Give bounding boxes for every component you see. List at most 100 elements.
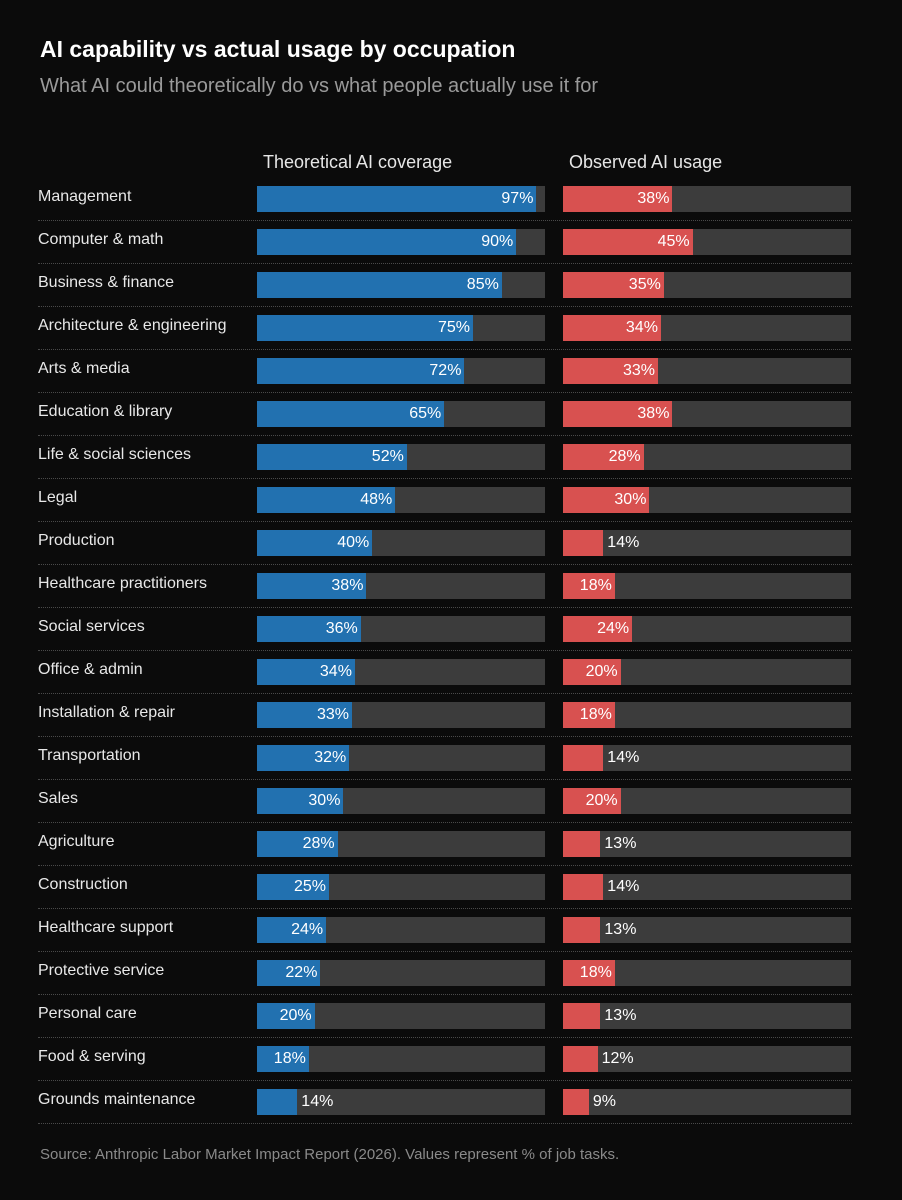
bar-track-observed: 30% bbox=[563, 487, 851, 513]
bar-theoretical bbox=[257, 1046, 309, 1072]
category-label: Business & finance bbox=[38, 274, 175, 291]
bar-observed bbox=[563, 702, 615, 728]
data-label-theoretical: 52% bbox=[371, 448, 404, 465]
category-label: Agriculture bbox=[38, 833, 115, 850]
bar-observed bbox=[563, 960, 615, 986]
bar-observed bbox=[563, 401, 673, 427]
data-label-observed: 13% bbox=[604, 1007, 637, 1024]
bar-track-observed: 45% bbox=[563, 229, 851, 255]
row-divider bbox=[38, 865, 852, 866]
bar-track-theoretical: 30% bbox=[257, 788, 545, 814]
bar-track-observed: 28% bbox=[563, 444, 851, 470]
row-divider bbox=[38, 607, 852, 608]
data-label-theoretical: 25% bbox=[294, 878, 327, 895]
bar-track-observed: 13% bbox=[563, 917, 851, 943]
bar-theoretical bbox=[257, 444, 407, 470]
data-label-theoretical: 18% bbox=[273, 1050, 306, 1067]
bar-theoretical bbox=[257, 573, 367, 599]
chart-row: Life & social sciences 52% 28% bbox=[0, 436, 902, 479]
bar-observed bbox=[563, 788, 621, 814]
bar-observed bbox=[563, 444, 644, 470]
bar-track-observed: 18% bbox=[563, 960, 851, 986]
bar-track-theoretical: 18% bbox=[257, 1046, 545, 1072]
category-label: Personal care bbox=[38, 1005, 137, 1022]
data-label-theoretical: 72% bbox=[429, 362, 462, 379]
chart-row: Construction 25% 14% bbox=[0, 866, 902, 909]
chart-row: Social services 36% 24% bbox=[0, 608, 902, 651]
bar-track-observed: 18% bbox=[563, 573, 851, 599]
chart-row: Transportation 32% 14% bbox=[0, 737, 902, 780]
data-label-theoretical: 36% bbox=[325, 620, 358, 637]
bar-track-theoretical: 32% bbox=[257, 745, 545, 771]
bar-theoretical bbox=[257, 831, 338, 857]
chart-row: Office & admin 34% 20% bbox=[0, 651, 902, 694]
bar-track-observed: 13% bbox=[563, 1003, 851, 1029]
row-divider bbox=[38, 1080, 852, 1081]
bar-track-theoretical: 24% bbox=[257, 917, 545, 943]
bar-track-observed: 38% bbox=[563, 186, 851, 212]
category-label: Production bbox=[38, 532, 115, 549]
row-divider bbox=[38, 779, 852, 780]
category-label: Education & library bbox=[38, 403, 173, 420]
chart-row: Food & serving 18% 12% bbox=[0, 1038, 902, 1081]
data-label-observed: 13% bbox=[604, 921, 637, 938]
bar-track-theoretical: 85% bbox=[257, 272, 545, 298]
bar-observed bbox=[563, 573, 615, 599]
bar-track-theoretical: 52% bbox=[257, 444, 545, 470]
bar-theoretical bbox=[257, 1003, 315, 1029]
bar-track-theoretical: 20% bbox=[257, 1003, 545, 1029]
row-divider bbox=[38, 650, 852, 651]
bar-observed bbox=[563, 1046, 598, 1072]
category-label: Life & social sciences bbox=[38, 446, 191, 463]
row-divider bbox=[38, 693, 852, 694]
category-label: Legal bbox=[38, 489, 78, 506]
category-label: Arts & media bbox=[38, 360, 130, 377]
data-label-observed: 30% bbox=[614, 491, 647, 508]
category-label: Healthcare support bbox=[38, 919, 174, 936]
data-label-observed: 38% bbox=[637, 405, 670, 422]
data-label-theoretical: 97% bbox=[501, 190, 534, 207]
chart-row: Grounds maintenance 14% 9% bbox=[0, 1081, 902, 1124]
category-label: Transportation bbox=[38, 747, 141, 764]
data-label-observed: 18% bbox=[579, 706, 612, 723]
category-label: Grounds maintenance bbox=[38, 1091, 196, 1108]
bar-track-theoretical: 22% bbox=[257, 960, 545, 986]
source-note: Source: Anthropic Labor Market Impact Re… bbox=[40, 1146, 620, 1163]
bar-observed bbox=[563, 530, 604, 556]
data-label-theoretical: 38% bbox=[331, 577, 364, 594]
data-label-theoretical: 85% bbox=[466, 276, 499, 293]
bar-theoretical bbox=[257, 358, 465, 384]
category-label: Protective service bbox=[38, 962, 165, 979]
chart-row: Production 40% 14% bbox=[0, 522, 902, 565]
bar-track-observed: 35% bbox=[563, 272, 851, 298]
bar-track-theoretical: 14% bbox=[257, 1089, 545, 1115]
data-label-theoretical: 32% bbox=[314, 749, 347, 766]
data-label-observed: 13% bbox=[604, 835, 637, 852]
row-divider bbox=[38, 994, 852, 995]
data-label-theoretical: 30% bbox=[308, 792, 341, 809]
data-label-observed: 20% bbox=[585, 792, 618, 809]
row-divider bbox=[38, 263, 852, 264]
bar-track-theoretical: 36% bbox=[257, 616, 545, 642]
bar-theoretical bbox=[257, 917, 327, 943]
category-label: Food & serving bbox=[38, 1048, 146, 1065]
chart-title: AI capability vs actual usage by occupat… bbox=[40, 36, 516, 62]
series-header-theoretical: Theoretical AI coverage bbox=[263, 152, 453, 172]
data-label-theoretical: 14% bbox=[301, 1093, 334, 1110]
data-label-observed: 18% bbox=[579, 964, 612, 981]
data-label-theoretical: 90% bbox=[481, 233, 514, 250]
bar-theoretical bbox=[257, 659, 355, 685]
row-divider bbox=[38, 951, 852, 952]
chart-row: Healthcare practitioners 38% 18% bbox=[0, 565, 902, 608]
bar-track-observed: 12% bbox=[563, 1046, 851, 1072]
bar-theoretical bbox=[257, 530, 373, 556]
bar-observed bbox=[563, 1089, 589, 1115]
bar-track-theoretical: 28% bbox=[257, 831, 545, 857]
bar-track-observed: 38% bbox=[563, 401, 851, 427]
bar-track-observed: 14% bbox=[563, 874, 851, 900]
row-divider bbox=[38, 392, 852, 393]
bar-theoretical bbox=[257, 315, 473, 341]
row-divider bbox=[38, 349, 852, 350]
data-label-observed: 33% bbox=[623, 362, 656, 379]
data-label-observed: 35% bbox=[628, 276, 661, 293]
